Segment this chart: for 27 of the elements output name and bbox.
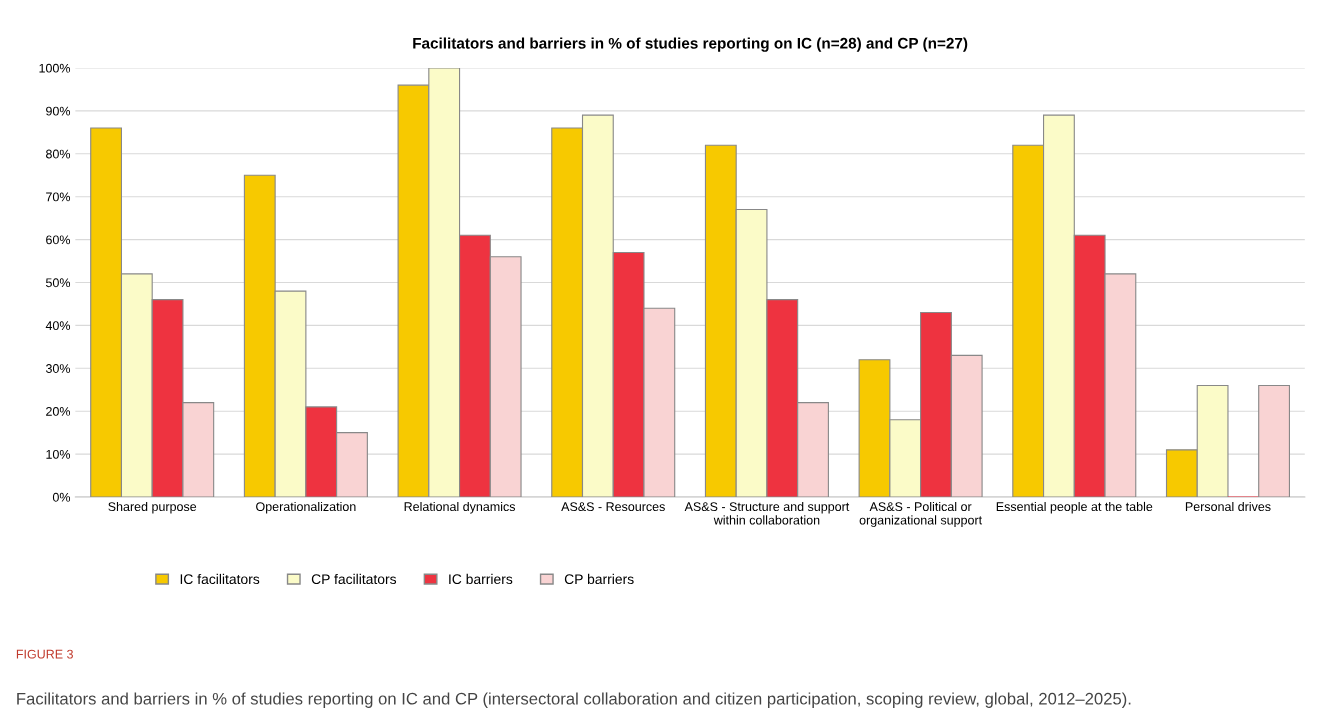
x-tick-label: Relational dynamics	[404, 501, 516, 514]
legend-label: IC facilitators	[180, 573, 260, 585]
y-tick-label: 90%	[46, 106, 71, 116]
x-tick-label: Shared purpose	[108, 501, 197, 514]
y-tick-label: 30%	[45, 364, 71, 373]
legend-label: CP facilitators	[311, 573, 397, 585]
bar	[1258, 384, 1291, 498]
y-tick-label: 60%	[46, 235, 71, 245]
y-tick-label: 40%	[45, 321, 71, 331]
x-tick-label: AS&S - Resources	[561, 502, 665, 512]
x-tick-label: AS&S - Political or organizational support	[859, 501, 983, 527]
x-tick-label: Operationalization	[256, 501, 356, 514]
legend-label: CP barriers	[564, 573, 634, 585]
x-tick-label: Personal drives	[1185, 501, 1271, 512]
text: Facilitators and barriers in % of studies reporting on IC and CP (intersectoral collaboration and citizen participation, scoping review, global, 2012–2025).	[17, 692, 1131, 708]
y-tick-label: 50%	[45, 278, 71, 288]
chart-title: Facilitators and barriers in % of studies reporting on IC (n=28) and CP (n=27)	[413, 37, 968, 52]
caption: FIGURE 3	[16, 649, 73, 659]
legend-label: IC barriers	[449, 573, 513, 585]
y-tick-label: 70%	[46, 192, 71, 202]
y-tick-label: 100%	[39, 63, 71, 73]
y-tick-label: 10%	[46, 449, 71, 459]
y-tick-label: 20%	[46, 407, 71, 416]
y-tick-label: 80%	[46, 149, 71, 159]
y-tick-label: 0%	[52, 492, 71, 502]
x-tick-label: AS&S - Structure and support within collaboration	[684, 501, 850, 525]
x-tick-label: Essential people at the table	[996, 501, 1153, 514]
